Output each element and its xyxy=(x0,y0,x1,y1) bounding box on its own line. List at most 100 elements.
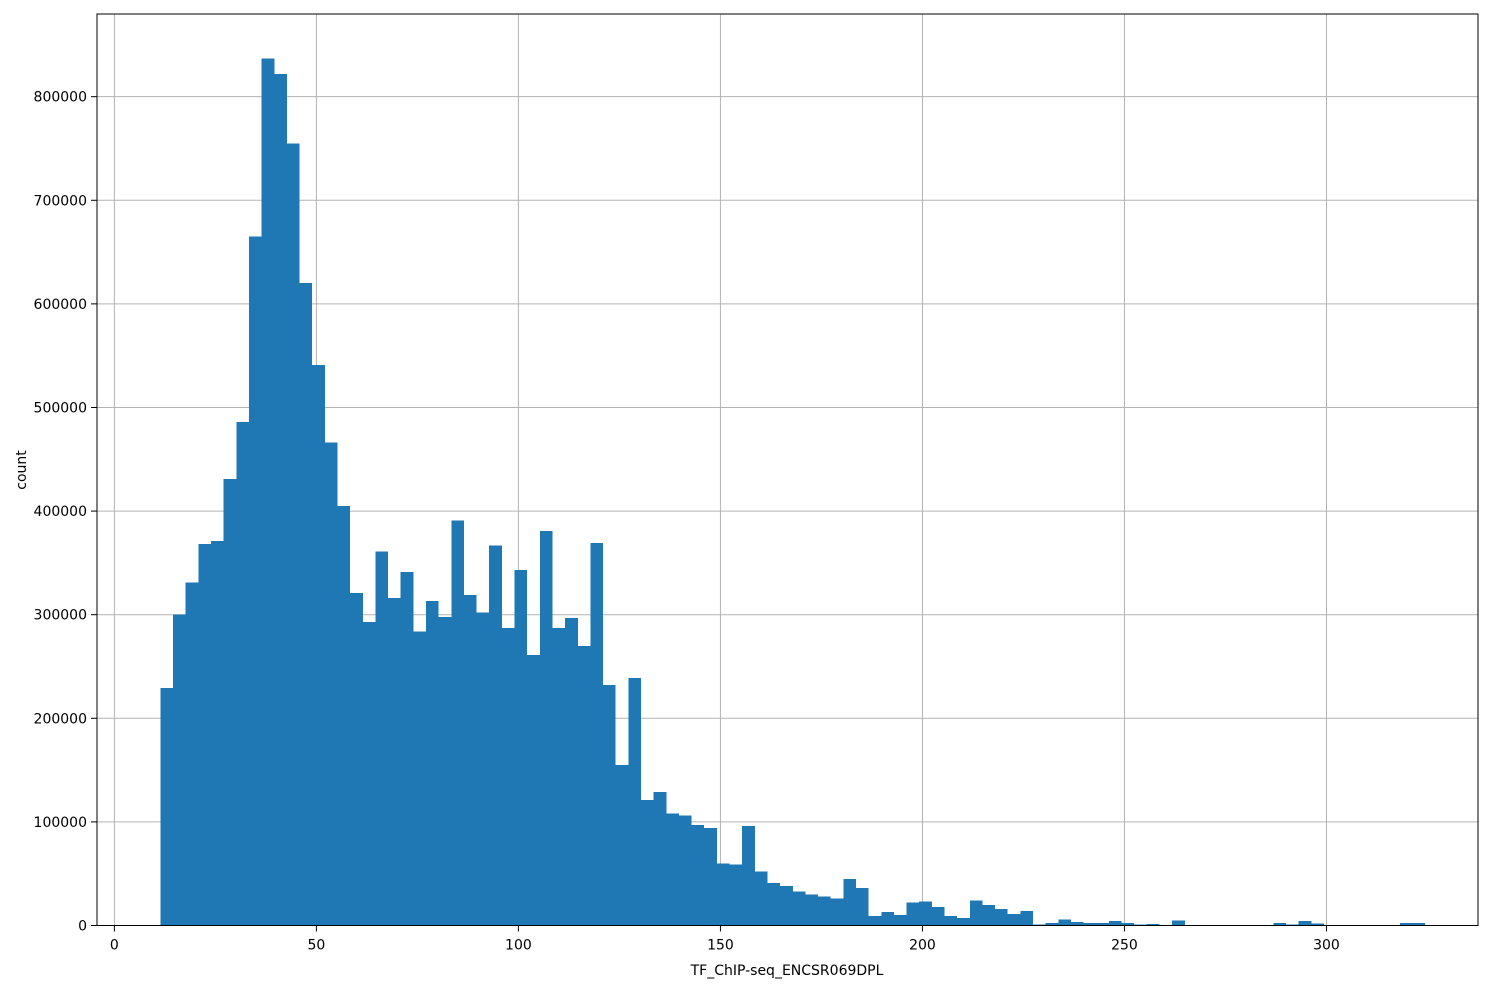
histogram-bar xyxy=(742,826,755,926)
histogram-bar xyxy=(881,912,894,926)
y-tick-label: 0 xyxy=(78,919,87,935)
histogram-bar xyxy=(476,612,490,926)
histogram-bar xyxy=(577,645,591,926)
histogram-bar xyxy=(211,541,224,926)
histogram-bar xyxy=(1007,914,1021,926)
histogram-bar xyxy=(628,677,641,926)
histogram-bar xyxy=(160,688,174,926)
y-tick-label: 200000 xyxy=(34,711,87,727)
histogram-bar xyxy=(919,901,932,926)
histogram-bar xyxy=(413,631,427,926)
histogram-bar xyxy=(1311,923,1324,926)
histogram-bar xyxy=(438,616,452,926)
histogram-bar xyxy=(261,58,275,926)
histogram-bar xyxy=(248,236,262,926)
histogram-bar xyxy=(375,551,389,926)
histogram-bar xyxy=(539,530,553,926)
histogram-bar xyxy=(653,791,667,926)
histogram-bar xyxy=(640,800,654,926)
histogram-bar xyxy=(1298,921,1312,926)
histogram-bar xyxy=(1096,923,1109,926)
x-tick-label: 0 xyxy=(110,938,119,954)
histogram-bar xyxy=(324,442,338,926)
histogram-bar xyxy=(969,900,983,926)
histogram-bar xyxy=(274,73,287,926)
histogram-bar xyxy=(995,908,1008,926)
histogram-bar xyxy=(173,614,186,926)
histogram-bar xyxy=(982,904,996,926)
histogram-bar xyxy=(1070,922,1084,926)
y-tick-label: 500000 xyxy=(34,400,87,416)
histogram-bar xyxy=(805,894,819,926)
histogram-bar xyxy=(514,570,528,926)
histogram-bar xyxy=(754,871,768,926)
histogram-bar xyxy=(603,685,616,926)
histogram-bar xyxy=(299,283,313,926)
histogram-bar xyxy=(236,421,249,926)
histogram-bar xyxy=(463,595,477,926)
histogram-bar xyxy=(489,545,502,926)
y-tick-label: 800000 xyxy=(34,90,87,106)
histogram-bar xyxy=(1045,923,1059,926)
histogram-bar xyxy=(1058,919,1071,926)
histogram-bar xyxy=(1412,922,1426,926)
y-tick-label: 700000 xyxy=(34,193,87,209)
histogram-bar xyxy=(362,621,376,926)
histogram-bar xyxy=(451,520,464,926)
histogram-bar xyxy=(426,601,439,926)
histogram-bar xyxy=(957,918,970,926)
x-tick-label: 50 xyxy=(307,938,325,954)
y-tick-label: 100000 xyxy=(34,815,87,831)
histogram-bar xyxy=(818,896,831,926)
histogram-bar xyxy=(1083,922,1097,926)
histogram-bar xyxy=(780,886,793,926)
histogram-bar xyxy=(185,582,199,926)
histogram-bar xyxy=(691,825,705,926)
histogram-bar xyxy=(830,898,844,926)
histogram-bar xyxy=(337,505,351,926)
histogram-bar xyxy=(350,592,363,926)
histogram-bar xyxy=(223,478,237,926)
histogram-bar xyxy=(729,864,743,926)
x-tick-label: 300 xyxy=(1313,938,1340,954)
histogram-bar xyxy=(1108,920,1122,926)
histogram-bar xyxy=(1134,924,1147,926)
histogram-bar xyxy=(944,916,958,926)
histogram-bar xyxy=(893,915,907,926)
histogram-bar xyxy=(868,916,882,926)
histogram-bar xyxy=(855,888,869,926)
histogram-bar xyxy=(931,906,945,926)
histogram-bar xyxy=(615,764,629,926)
histogram-bar xyxy=(527,655,540,926)
histogram-bar xyxy=(678,815,692,926)
histogram-bar xyxy=(501,628,515,926)
y-tick-label: 300000 xyxy=(34,608,87,624)
histogram-bar xyxy=(843,878,856,926)
histogram-bar xyxy=(1172,920,1185,926)
histogram-bar xyxy=(400,572,414,926)
histogram-bar xyxy=(767,883,781,926)
x-tick-label: 250 xyxy=(1111,938,1138,954)
histogram-bar xyxy=(286,143,300,926)
histogram-bar xyxy=(1146,923,1160,926)
histogram-bar xyxy=(704,828,717,926)
x-axis-label: TF_ChIP-seq_ENCSR069DPL xyxy=(690,963,884,979)
x-tick-label: 200 xyxy=(909,938,936,954)
histogram-bar xyxy=(198,544,212,926)
histogram-bar xyxy=(666,813,679,926)
histogram-bar xyxy=(1399,922,1413,926)
histogram-bar xyxy=(312,365,325,926)
x-tick-label: 150 xyxy=(707,938,734,954)
x-tick-label: 100 xyxy=(505,938,532,954)
y-tick-label: 400000 xyxy=(34,504,87,520)
histogram-bar xyxy=(388,598,401,926)
histogram-bar xyxy=(1121,922,1135,926)
histogram-bar xyxy=(1273,922,1286,926)
histogram-bar xyxy=(552,628,566,926)
histogram-bar xyxy=(590,543,604,926)
plot-border xyxy=(96,13,1479,926)
y-axis-label: count xyxy=(14,450,30,490)
histogram-bar xyxy=(906,902,920,926)
